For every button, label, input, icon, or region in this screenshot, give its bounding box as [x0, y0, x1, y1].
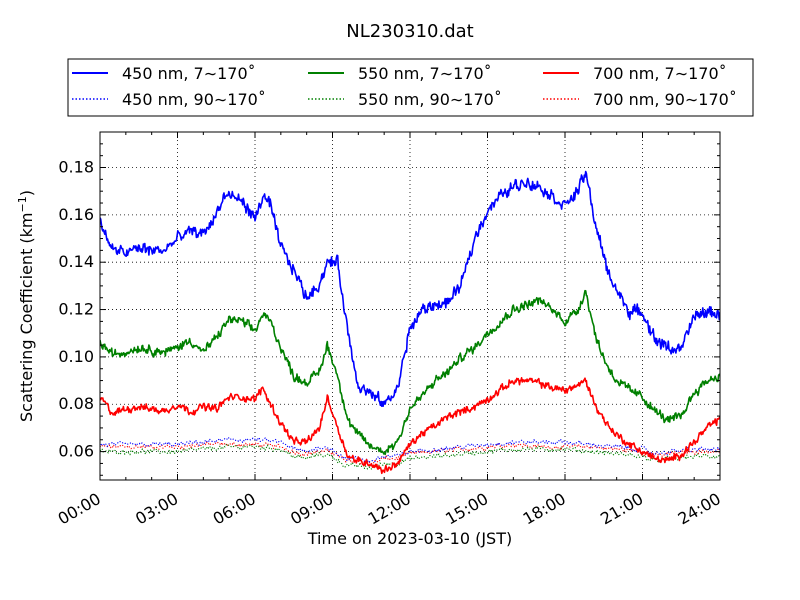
y-axis-label-exponent: −1	[16, 196, 29, 212]
series-layer	[100, 170, 720, 475]
legend-label: 700 nm, 7∼170˚	[593, 64, 727, 83]
legend-label: 700 nm, 90∼170˚	[593, 90, 737, 109]
legend: 450 nm, 7∼170˚ 550 nm, 7∼170˚ 700 nm, 7∼17…	[67, 58, 754, 117]
y-tick-labels: 0.06 0.08 0.10 0.12 0.14 0.16 0.18	[58, 158, 94, 461]
legend-label: 550 nm, 90∼170˚	[358, 90, 502, 109]
chart-title: NL230310.dat	[346, 21, 473, 42]
y-tick-label: 0.18	[58, 158, 94, 177]
y-tick-label: 0.14	[58, 252, 94, 271]
series-line	[100, 170, 720, 408]
y-axis-label-main: Scattering Coefficient (km	[17, 212, 36, 422]
series-line	[100, 441, 720, 465]
legend-label: 450 nm, 90∼170˚	[122, 90, 266, 109]
x-axis-label: Time on 2023-03-10 (JST)	[307, 529, 512, 548]
series-line	[100, 376, 720, 475]
series-line	[100, 443, 720, 470]
y-axis-label-close: )	[17, 190, 36, 196]
axis-ticks	[99, 131, 721, 480]
y-tick-label: 0.06	[58, 442, 94, 461]
series-line	[100, 289, 720, 456]
y-tick-label: 0.16	[58, 205, 94, 224]
y-tick-label: 0.12	[58, 300, 94, 319]
y-tick-label: 0.08	[58, 394, 94, 413]
legend-frame	[67, 58, 754, 117]
y-tick-label: 0.10	[58, 347, 94, 366]
legend-label: 450 nm, 7∼170˚	[122, 64, 256, 83]
grid	[100, 132, 720, 480]
y-axis-label: Scattering Coefficient (km−1)	[16, 190, 36, 422]
legend-label: 550 nm, 7∼170˚	[358, 64, 492, 83]
